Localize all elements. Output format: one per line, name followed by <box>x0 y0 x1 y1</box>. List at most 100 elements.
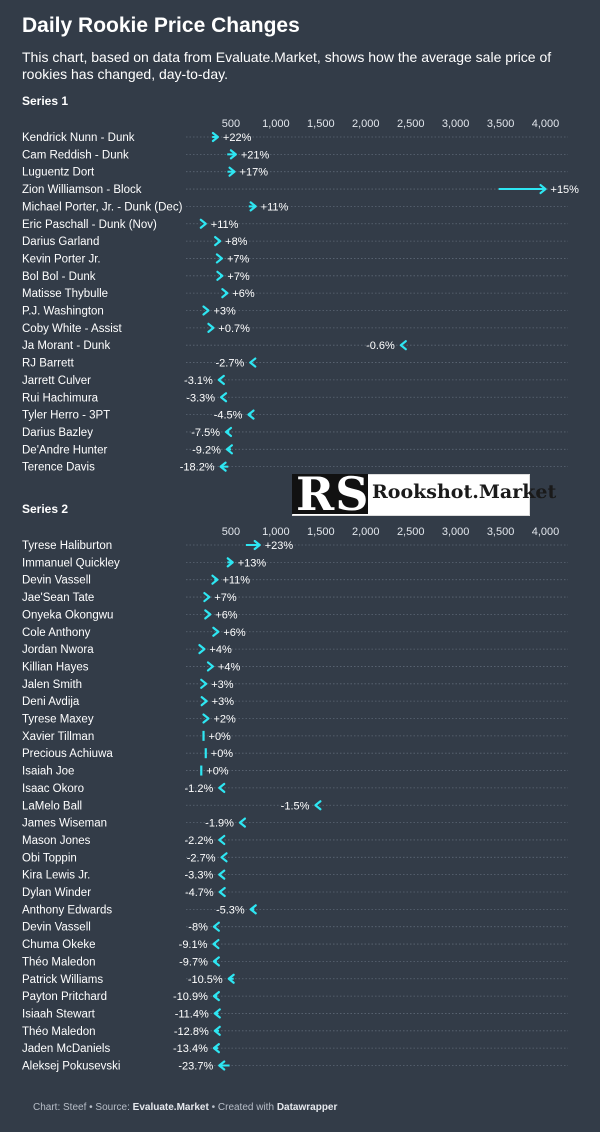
row-label: Michael Porter, Jr. - Dunk (Dec) <box>22 201 183 213</box>
row-label: Luguentz Dort <box>22 167 95 179</box>
change-arrowhead <box>207 322 215 333</box>
change-arrowhead <box>212 921 220 932</box>
row-label: Théo Maledon <box>22 1026 96 1038</box>
row-label: Isaiah Joe <box>22 766 74 778</box>
row-label: Tyler Herro - 3PT <box>22 410 110 422</box>
row-label: Dylan Winder <box>22 887 91 899</box>
change-arrowhead <box>216 270 224 281</box>
value-label: +7% <box>214 592 237 604</box>
x-tick-label: 4,000 <box>532 118 560 130</box>
row-label: Deni Avdija <box>22 696 80 708</box>
change-arrowhead <box>204 609 212 620</box>
change-arrowhead <box>200 696 208 707</box>
value-label: +0.7% <box>218 323 250 335</box>
value-label: +17% <box>240 167 269 179</box>
footer-tool-link[interactable]: Datawrapper <box>276 1102 338 1113</box>
value-label: +0% <box>206 766 229 778</box>
value-label: -3.3% <box>186 392 215 404</box>
series-2-title: Series 2 <box>22 502 69 516</box>
value-label: -4.5% <box>214 410 243 422</box>
change-arrowhead <box>203 591 211 603</box>
row-label: Chuma Okeke <box>22 939 96 951</box>
change-arrowhead <box>212 991 220 1002</box>
value-label: +7% <box>227 271 250 283</box>
value-label: -7.5% <box>191 427 220 439</box>
value-label: +6% <box>223 627 246 639</box>
row-label: Coby White - Assist <box>22 323 122 335</box>
x-tick-label: 3,000 <box>442 118 470 130</box>
change-arrowhead <box>218 869 226 880</box>
change-arrowhead <box>217 374 225 385</box>
row-label: James Wiseman <box>22 818 107 830</box>
row-label: Precious Achiuwa <box>22 748 113 760</box>
change-arrowhead <box>229 149 237 160</box>
row-label: Obi Toppin <box>22 852 77 864</box>
value-label: +0% <box>209 731 232 743</box>
row-label: De'Andre Hunter <box>22 444 107 456</box>
row-label: Tyrese Maxey <box>22 714 94 726</box>
change-arrowhead <box>218 782 226 793</box>
value-label: -18.2% <box>180 462 215 474</box>
row-label: Patrick Williams <box>22 974 103 986</box>
row-label: Théo Maledon <box>22 956 96 968</box>
value-label: +8% <box>225 236 248 248</box>
row-label: Jaden McDaniels <box>22 1043 110 1055</box>
row-label: Jarrett Culver <box>22 375 91 387</box>
row-label: Bol Bol - Dunk <box>22 271 96 283</box>
change-arrowhead <box>212 956 220 967</box>
x-tick-label: 2,500 <box>397 118 425 130</box>
change-arrowhead <box>212 1043 220 1054</box>
change-arrowhead <box>399 340 407 351</box>
value-label: -1.9% <box>205 818 234 830</box>
value-label: +0% <box>211 748 234 760</box>
row-label: Payton Pritchard <box>22 991 107 1003</box>
footer-middle: • Created with <box>208 1102 277 1113</box>
x-tick-label: 2,000 <box>352 118 380 130</box>
value-label: -9.1% <box>179 939 208 951</box>
change-arrowhead <box>219 461 227 472</box>
change-arrowhead <box>198 643 206 655</box>
change-arrowhead <box>249 904 257 915</box>
x-tick-label: 2,500 <box>397 526 425 538</box>
x-tick-label: 3,500 <box>487 118 515 130</box>
row-label: Zion Williamson - Block <box>22 184 142 196</box>
row-label: RJ Barrett <box>22 358 75 370</box>
row-label: Aleksej Pokusevski <box>22 1061 120 1073</box>
row-label: Darius Bazley <box>22 427 93 439</box>
value-label: -2.7% <box>187 852 216 864</box>
change-arrowhead <box>218 834 226 846</box>
change-arrowhead <box>225 444 233 455</box>
change-arrowhead <box>213 1008 221 1019</box>
row-label: Tyrese Haliburton <box>22 540 112 552</box>
change-arrowhead <box>220 852 228 863</box>
change-arrowhead <box>202 713 210 724</box>
value-label: -1.2% <box>185 783 214 795</box>
value-label: -12.8% <box>174 1026 209 1038</box>
value-label: -0.6% <box>366 340 395 352</box>
row-label: Isaac Okoro <box>22 783 84 795</box>
footer-source-link[interactable]: Evaluate.Market <box>132 1102 209 1113</box>
value-label: +7% <box>227 253 250 265</box>
row-label: LaMelo Ball <box>22 800 82 812</box>
row-label: Eric Paschall - Dunk (Nov) <box>22 219 157 231</box>
x-tick-label: 1,000 <box>262 118 290 130</box>
value-label: +21% <box>241 149 270 161</box>
change-arrowhead <box>212 626 220 637</box>
change-arrowhead <box>253 539 261 551</box>
value-label: -10.5% <box>188 974 223 986</box>
row-label: P.J. Washington <box>22 306 104 318</box>
value-label: +23% <box>265 540 294 552</box>
row-label: Onyeka Okongwu <box>22 609 113 621</box>
value-label: +11% <box>222 575 250 587</box>
value-label: -11.4% <box>175 1008 209 1020</box>
change-arrowhead <box>249 357 257 368</box>
row-label: Isiaah Stewart <box>22 1008 96 1020</box>
value-label: +3% <box>212 696 235 708</box>
x-tick-label: 500 <box>222 526 240 538</box>
value-label: -9.2% <box>192 444 221 456</box>
row-label: Devin Vassell <box>22 922 91 934</box>
value-label: -23.7% <box>178 1061 213 1073</box>
value-label: -1.5% <box>281 800 310 812</box>
row-label: Kevin Porter Jr. <box>22 253 101 265</box>
series-1-chart: 500 1,000 1,500 2,000 2,500 3,000 3,500 4,000 Ke… <box>22 118 579 474</box>
